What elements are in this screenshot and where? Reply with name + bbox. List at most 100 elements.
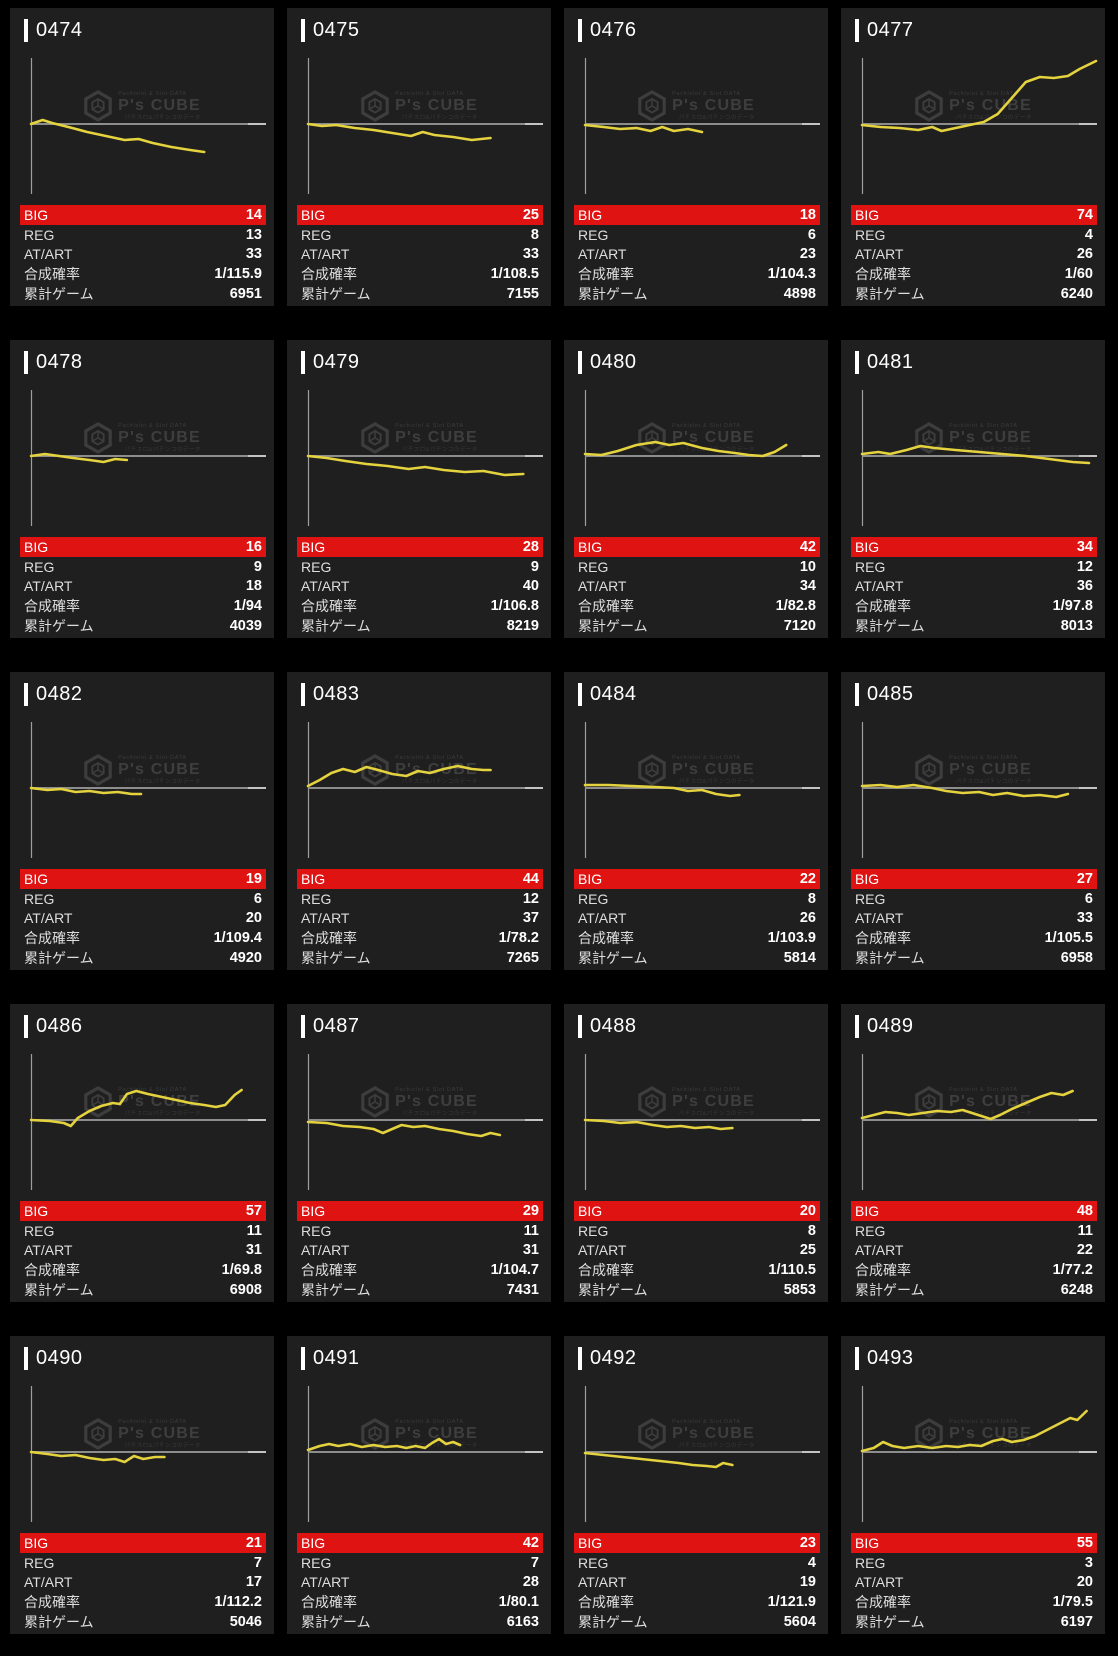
slump-graph: Pachislot & Slot DATA P's CUBE パチスロ&パチンコ… bbox=[841, 720, 1105, 858]
gosei-kakuritsu-value: 1/77.2 bbox=[1052, 1262, 1093, 1279]
watermark-top-caption: Pachislot & Slot DATA bbox=[949, 1418, 1018, 1425]
cube-logo-icon bbox=[84, 1418, 112, 1450]
machine-panel[interactable]: 0478 Pachislot & Slot DATA P's CUBE パチスロ… bbox=[10, 340, 274, 638]
ps-cube-watermark: Pachislot & Slot DATA P's CUBE パチスロ&パチンコ… bbox=[10, 1086, 274, 1118]
machine-panel[interactable]: 0479 Pachislot & Slot DATA P's CUBE パチスロ… bbox=[287, 340, 551, 638]
atart-value: 17 bbox=[245, 1574, 262, 1591]
reg-label: REG bbox=[578, 1222, 609, 1239]
header-accent-bar bbox=[855, 1347, 859, 1370]
machine-panel[interactable]: 0491 Pachislot & Slot DATA P's CUBE パチスロ… bbox=[287, 1336, 551, 1634]
big-label: BIG bbox=[855, 538, 880, 555]
watermark-title: P's CUBE bbox=[118, 1093, 201, 1111]
atart-value: 28 bbox=[522, 1574, 539, 1591]
big-label: BIG bbox=[24, 206, 49, 223]
reg-value: 7 bbox=[253, 1554, 262, 1571]
watermark-title: P's CUBE bbox=[118, 1425, 201, 1443]
machine-panel[interactable]: 0476 Pachislot & Slot DATA P's CUBE パチスロ… bbox=[564, 8, 828, 306]
watermark-bottom-caption: パチスロ&パチンコのデータ bbox=[678, 778, 755, 785]
line-chart bbox=[306, 722, 543, 858]
machine-number: 0476 bbox=[590, 19, 637, 41]
watermark-text: Pachislot & Slot DATA P's CUBE パチスロ&パチンコ… bbox=[949, 755, 1032, 785]
header-accent-bar bbox=[578, 1347, 582, 1370]
stat-row-reg: REG 6 bbox=[20, 889, 266, 909]
gosei-kakuritsu-value: 1/60 bbox=[1064, 266, 1093, 283]
ruikei-game-value: 7155 bbox=[506, 286, 539, 303]
stat-row-atart: AT/ART 33 bbox=[20, 245, 266, 265]
header-accent-bar bbox=[24, 351, 28, 374]
watermark-title: P's CUBE bbox=[118, 761, 201, 779]
gosei-kakuritsu-label: 合成確率 bbox=[301, 1262, 357, 1279]
machine-panel[interactable]: 0483 Pachislot & Slot DATA P's CUBE パチスロ… bbox=[287, 672, 551, 970]
machine-panel[interactable]: 0474 Pachislot & Slot DATA P's CUBE パチスロ… bbox=[10, 8, 274, 306]
stats-table: BIG 29 REG 11 AT/ART 31 合成確率 1/104.7 累計ゲ… bbox=[297, 1201, 543, 1300]
machine-panel[interactable]: 0482 Pachislot & Slot DATA P's CUBE パチスロ… bbox=[10, 672, 274, 970]
machine-number: 0478 bbox=[36, 351, 83, 373]
ruikei-game-value: 5046 bbox=[229, 1614, 262, 1631]
machine-panel[interactable]: 0484 Pachislot & Slot DATA P's CUBE パチスロ… bbox=[564, 672, 828, 970]
stats-table: BIG 19 REG 6 AT/ART 20 合成確率 1/109.4 累計ゲー… bbox=[20, 869, 266, 968]
watermark-text: Pachislot & Slot DATA P's CUBE パチスロ&パチンコ… bbox=[949, 1087, 1032, 1117]
stat-row-big: BIG 27 bbox=[851, 869, 1097, 889]
stat-row-big: BIG 19 bbox=[20, 869, 266, 889]
machine-panel[interactable]: 0493 Pachislot & Slot DATA P's CUBE パチスロ… bbox=[841, 1336, 1105, 1634]
watermark-bottom-caption: パチスロ&パチンコのデータ bbox=[955, 778, 1032, 785]
panel-header: 0474 bbox=[24, 19, 83, 42]
ruikei-game-label: 累計ゲーム bbox=[855, 1614, 925, 1631]
slump-graph: Pachislot & Slot DATA P's CUBE パチスロ&パチンコ… bbox=[564, 720, 828, 858]
machine-panel[interactable]: 0486 Pachislot & Slot DATA P's CUBE パチスロ… bbox=[10, 1004, 274, 1302]
watermark-title: P's CUBE bbox=[395, 429, 478, 447]
stat-row-gosei-kakuritsu: 合成確率 1/109.4 bbox=[20, 928, 266, 948]
big-label: BIG bbox=[578, 1202, 603, 1219]
stats-table: BIG 55 REG 3 AT/ART 20 合成確率 1/79.5 累計ゲーム… bbox=[851, 1533, 1097, 1632]
watermark-top-caption: Pachislot & Slot DATA bbox=[395, 1086, 464, 1093]
reg-label: REG bbox=[301, 226, 332, 243]
watermark-top-caption: Pachislot & Slot DATA bbox=[672, 1086, 741, 1093]
panel-header: 0490 bbox=[24, 1347, 83, 1370]
machine-number: 0489 bbox=[867, 1015, 914, 1037]
slump-graph: Pachislot & Slot DATA P's CUBE パチスロ&パチンコ… bbox=[287, 1384, 551, 1522]
stats-table: BIG 42 REG 7 AT/ART 28 合成確率 1/80.1 累計ゲーム… bbox=[297, 1533, 543, 1632]
stat-row-reg: REG 9 bbox=[20, 557, 266, 577]
gosei-kakuritsu-label: 合成確率 bbox=[301, 598, 357, 615]
big-value: 29 bbox=[522, 1202, 539, 1219]
atart-label: AT/ART bbox=[578, 910, 627, 927]
stat-row-gosei-kakuritsu: 合成確率 1/104.3 bbox=[574, 264, 820, 284]
machine-panel[interactable]: 0481 Pachislot & Slot DATA P's CUBE パチスロ… bbox=[841, 340, 1105, 638]
watermark-title: P's CUBE bbox=[949, 1425, 1032, 1443]
machine-panel[interactable]: 0480 Pachislot & Slot DATA P's CUBE パチスロ… bbox=[564, 340, 828, 638]
header-accent-bar bbox=[301, 683, 305, 706]
stat-row-ruikei-game: 累計ゲーム 7265 bbox=[297, 948, 543, 968]
stat-row-gosei-kakuritsu: 合成確率 1/106.8 bbox=[297, 596, 543, 616]
header-accent-bar bbox=[24, 19, 28, 42]
machine-panel[interactable]: 0487 Pachislot & Slot DATA P's CUBE パチスロ… bbox=[287, 1004, 551, 1302]
atart-label: AT/ART bbox=[301, 578, 350, 595]
machine-panel[interactable]: 0490 Pachislot & Slot DATA P's CUBE パチスロ… bbox=[10, 1336, 274, 1634]
machine-panel[interactable]: 0477 Pachislot & Slot DATA P's CUBE パチスロ… bbox=[841, 8, 1105, 306]
ruikei-game-label: 累計ゲーム bbox=[24, 1614, 94, 1631]
ps-cube-watermark: Pachislot & Slot DATA P's CUBE パチスロ&パチンコ… bbox=[841, 754, 1105, 786]
gosei-kakuritsu-value: 1/104.7 bbox=[490, 1262, 539, 1279]
atart-label: AT/ART bbox=[24, 1242, 73, 1259]
reg-label: REG bbox=[301, 558, 332, 575]
watermark-text: Pachislot & Slot DATA P's CUBE パチスロ&パチンコ… bbox=[672, 1087, 755, 1117]
stat-row-gosei-kakuritsu: 合成確率 1/115.9 bbox=[20, 264, 266, 284]
machine-panel[interactable]: 0488 Pachislot & Slot DATA P's CUBE パチスロ… bbox=[564, 1004, 828, 1302]
machine-panel[interactable]: 0492 Pachislot & Slot DATA P's CUBE パチスロ… bbox=[564, 1336, 828, 1634]
watermark-bottom-caption: パチスロ&パチンコのデータ bbox=[124, 778, 201, 785]
header-accent-bar bbox=[301, 351, 305, 374]
machine-panel[interactable]: 0475 Pachislot & Slot DATA P's CUBE パチスロ… bbox=[287, 8, 551, 306]
cube-logo-icon bbox=[638, 90, 666, 122]
panel-header: 0487 bbox=[301, 1015, 360, 1038]
big-label: BIG bbox=[301, 870, 326, 887]
machine-panel[interactable]: 0489 Pachislot & Slot DATA P's CUBE パチスロ… bbox=[841, 1004, 1105, 1302]
big-value: 25 bbox=[522, 206, 539, 223]
panel-header: 0482 bbox=[24, 683, 83, 706]
stat-row-gosei-kakuritsu: 合成確率 1/104.7 bbox=[297, 1260, 543, 1280]
stat-row-gosei-kakuritsu: 合成確率 1/80.1 bbox=[297, 1592, 543, 1612]
line-chart bbox=[583, 1386, 820, 1522]
machine-number: 0483 bbox=[313, 683, 360, 705]
cube-logo-icon bbox=[638, 422, 666, 454]
stat-row-big: BIG 55 bbox=[851, 1533, 1097, 1553]
gosei-kakuritsu-label: 合成確率 bbox=[855, 598, 911, 615]
machine-panel[interactable]: 0485 Pachislot & Slot DATA P's CUBE パチスロ… bbox=[841, 672, 1105, 970]
